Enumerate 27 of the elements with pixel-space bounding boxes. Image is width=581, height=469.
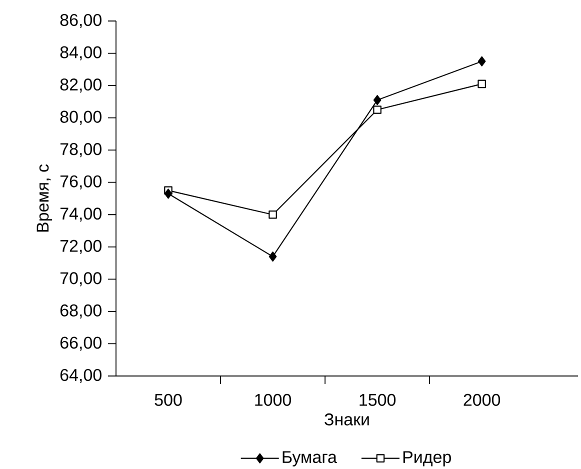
point [164, 188, 172, 198]
point [268, 251, 277, 262]
x-tick-label: 1000 [255, 394, 292, 406]
point [478, 56, 486, 66]
y-tick-label: 68,00 [60, 304, 102, 318]
y-tick-label: 86,00 [60, 14, 102, 28]
y-tick-label: 80,00 [60, 110, 102, 125]
x-tick-label: 1500 [360, 394, 396, 406]
point [373, 105, 382, 114]
y-tick-label: 70,00 [60, 272, 102, 286]
y-tick-label: 66,00 [60, 336, 102, 351]
x-axis-title: Знаки [324, 413, 369, 426]
legend-label: Бумага [282, 450, 337, 466]
point [478, 80, 486, 88]
y-tick-label: 72,00 [60, 240, 102, 254]
x-tick-label: 2000 [464, 394, 500, 406]
y-tick-label: 74,00 [60, 207, 102, 222]
y-axis-title: Время, с [36, 164, 52, 232]
y-tick-label: 78,00 [60, 142, 102, 157]
y-tick-label: 64,00 [60, 368, 102, 383]
y-tick-label: 82,00 [60, 78, 102, 92]
point [373, 94, 382, 105]
y-tick-label: 84,00 [60, 46, 102, 60]
x-tick-label: 500 [154, 394, 182, 406]
point [268, 210, 277, 219]
y-tick-label: 76,00 [60, 175, 102, 190]
legend-label: Ридер [403, 450, 451, 466]
